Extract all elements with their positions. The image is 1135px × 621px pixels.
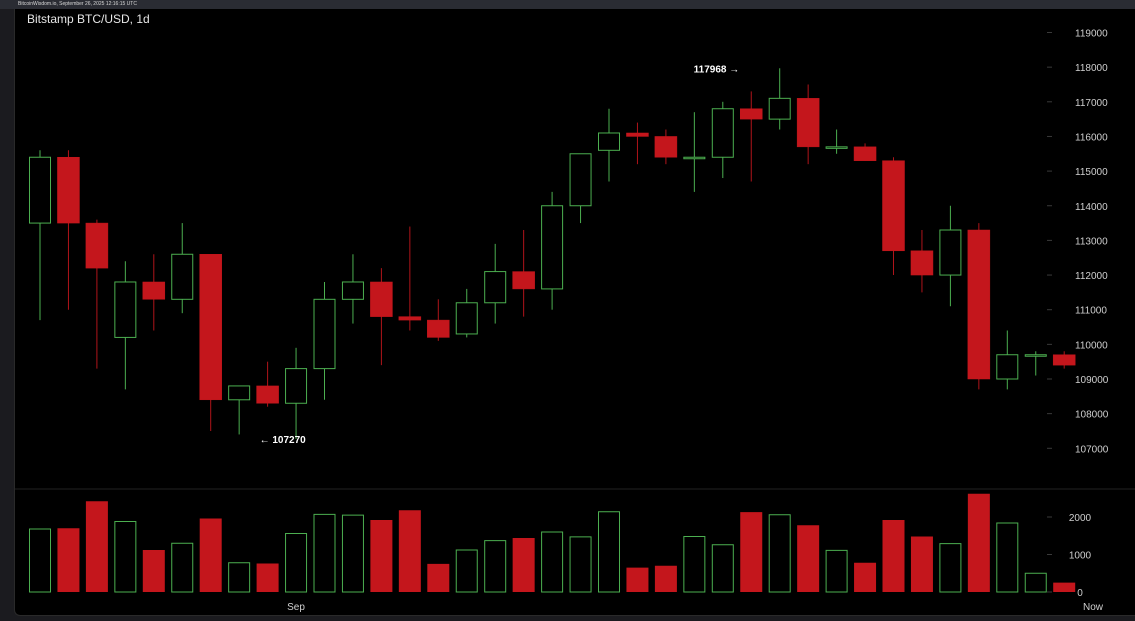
volume-bar <box>142 550 165 592</box>
candle-body <box>370 281 393 317</box>
status-text: BitcoinWisdom.io, September 26, 2025 12:… <box>18 1 137 7</box>
volume-bar <box>285 533 308 593</box>
volume-bar <box>114 521 137 593</box>
candle-body <box>398 316 422 321</box>
volume-bar <box>427 563 450 592</box>
price-tick-label: 107000 <box>1075 444 1109 455</box>
volume-bar <box>967 493 990 592</box>
candle-body <box>939 229 962 276</box>
volume-bar <box>825 549 848 593</box>
volume-bar <box>939 543 962 593</box>
candle-body <box>967 229 991 380</box>
candle-body <box>683 156 706 160</box>
volume-bar <box>313 513 336 593</box>
candle-body <box>882 160 905 252</box>
candle-body <box>228 385 251 401</box>
volume-bar <box>57 528 80 592</box>
candle-body <box>740 108 763 120</box>
volume-bar <box>484 540 507 593</box>
price-tick-label: 109000 <box>1075 375 1109 386</box>
candle-body <box>569 153 592 207</box>
price-tick-label: 110000 <box>1075 340 1108 351</box>
volume-tick-label: 1000 <box>1069 551 1092 562</box>
volume-bar <box>740 512 763 592</box>
volume-bar <box>996 522 1019 593</box>
volume-bar <box>256 563 279 592</box>
candle-body <box>341 281 364 300</box>
volume-bar <box>569 536 592 593</box>
volume-bar <box>768 514 791 593</box>
candle-body <box>171 253 194 300</box>
volume-bar <box>1053 582 1076 592</box>
volume-bar <box>598 511 620 593</box>
volume-tick-label: 0 <box>1077 588 1083 599</box>
volume-bar <box>398 510 421 592</box>
time-axis-label: Now <box>1083 602 1104 613</box>
price-annotation: 117968 → <box>694 64 740 75</box>
volume-tick-label: 2000 <box>1069 513 1092 524</box>
volume-bar <box>626 567 649 592</box>
volume-bar <box>199 518 222 592</box>
candle-body <box>256 385 279 404</box>
volume-bar <box>854 562 877 592</box>
volume-bar <box>228 562 251 593</box>
candle-body <box>1024 354 1047 357</box>
price-tick-label: 114000 <box>1075 202 1108 213</box>
candle-body <box>114 281 137 338</box>
price-tick-label: 111000 <box>1075 306 1107 317</box>
volume-bar <box>910 536 933 592</box>
candle-body <box>626 132 649 137</box>
volume-bar <box>512 538 535 592</box>
candle-body <box>512 271 535 290</box>
volume-bar <box>85 501 108 592</box>
volume-bar <box>171 542 194 593</box>
candle-body <box>910 250 934 276</box>
candle-body <box>313 298 336 370</box>
chart-title: Bitstamp BTC/USD, 1d <box>27 12 150 26</box>
candle-body <box>142 281 166 300</box>
volume-bar <box>370 520 393 592</box>
volume-bar <box>455 549 478 593</box>
candle-body <box>85 222 109 269</box>
candle-body <box>285 368 308 404</box>
candle-body <box>1052 354 1076 366</box>
price-tick-label: 115000 <box>1075 167 1108 178</box>
candle-body <box>711 108 734 158</box>
candle-body <box>57 156 80 224</box>
price-tick-label: 117000 <box>1075 98 1108 109</box>
volume-bar <box>882 520 905 592</box>
price-annotation: ← 107270 <box>260 435 307 446</box>
price-tick-label: 112000 <box>1075 271 1108 282</box>
candle-body <box>598 132 620 151</box>
volume-bar <box>711 544 734 593</box>
volume-bar <box>654 565 677 592</box>
candle-body <box>796 98 820 148</box>
volume-bar <box>541 531 564 593</box>
candle-body <box>853 146 877 161</box>
candle-body <box>455 302 478 335</box>
price-tick-label: 108000 <box>1075 410 1109 421</box>
candle-body <box>484 271 507 304</box>
price-tick-label: 116000 <box>1075 132 1108 143</box>
candle-body <box>768 97 791 120</box>
volume-bar <box>797 525 820 592</box>
volume-bar <box>29 528 51 593</box>
candle-body <box>996 354 1019 380</box>
candle-body <box>541 205 564 290</box>
candle-body <box>654 136 678 158</box>
time-axis-label: Sep <box>287 602 305 613</box>
price-tick-label: 118000 <box>1075 63 1108 74</box>
price-tick-label: 113000 <box>1075 236 1108 247</box>
candle-body <box>825 146 848 149</box>
candle-body <box>29 156 51 224</box>
volume-bar <box>341 514 364 593</box>
window-status-bar: BitcoinWisdom.io, September 26, 2025 12:… <box>0 0 1135 9</box>
volume-bar <box>683 536 706 593</box>
candle-body <box>427 319 450 338</box>
price-tick-label: 119000 <box>1075 29 1108 40</box>
volume-bar <box>1024 572 1047 593</box>
candle-body <box>199 254 222 401</box>
